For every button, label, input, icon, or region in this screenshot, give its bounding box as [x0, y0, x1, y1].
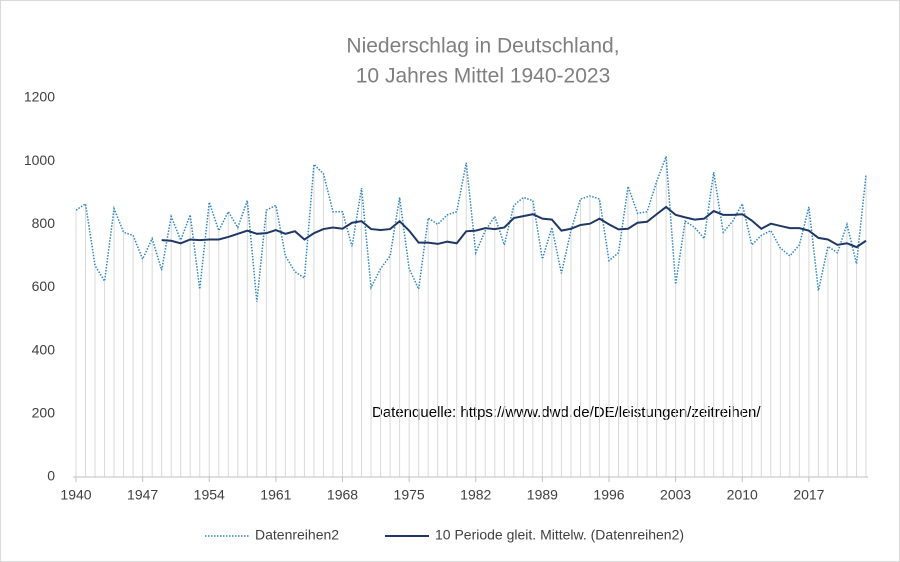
legend-label: 10 Periode gleit. Mittelw. (Datenreihen2…: [435, 527, 684, 543]
x-tick-label: 2003: [660, 487, 691, 503]
x-tick-label: 1996: [593, 487, 624, 503]
y-tick-label: 800: [32, 215, 56, 231]
x-tick-label: 1982: [460, 487, 491, 503]
y-tick-label: 1000: [24, 152, 55, 168]
y-tick-label: 400: [32, 341, 56, 357]
series-line: [161, 205, 867, 249]
x-tick-label: 1989: [527, 487, 558, 503]
x-tick-label: 1947: [127, 487, 158, 503]
x-tick-label: 2017: [793, 487, 824, 503]
legend-label: Datenreihen2: [255, 527, 339, 543]
x-tick-label: 1968: [327, 487, 358, 503]
chart-title: Niederschlag in Deutschland,: [346, 35, 619, 58]
x-tick-label: 1961: [260, 487, 291, 503]
y-tick-label: 0: [47, 468, 55, 484]
x-tick-label: 1975: [394, 487, 425, 503]
x-tick-label: 2010: [727, 487, 758, 503]
y-tick-label: 200: [32, 405, 56, 421]
chart-title: 10 Jahres Mittel 1940-2023: [356, 65, 611, 88]
y-tick-label: 1200: [24, 89, 55, 105]
x-tick-label: 1954: [194, 487, 225, 503]
annotation: Datenquelle: https://www.dwd.de/DE/leist…: [372, 404, 761, 421]
x-tick-label: 1940: [60, 487, 91, 503]
series-line: [75, 156, 867, 302]
y-tick-label: 600: [32, 278, 56, 294]
